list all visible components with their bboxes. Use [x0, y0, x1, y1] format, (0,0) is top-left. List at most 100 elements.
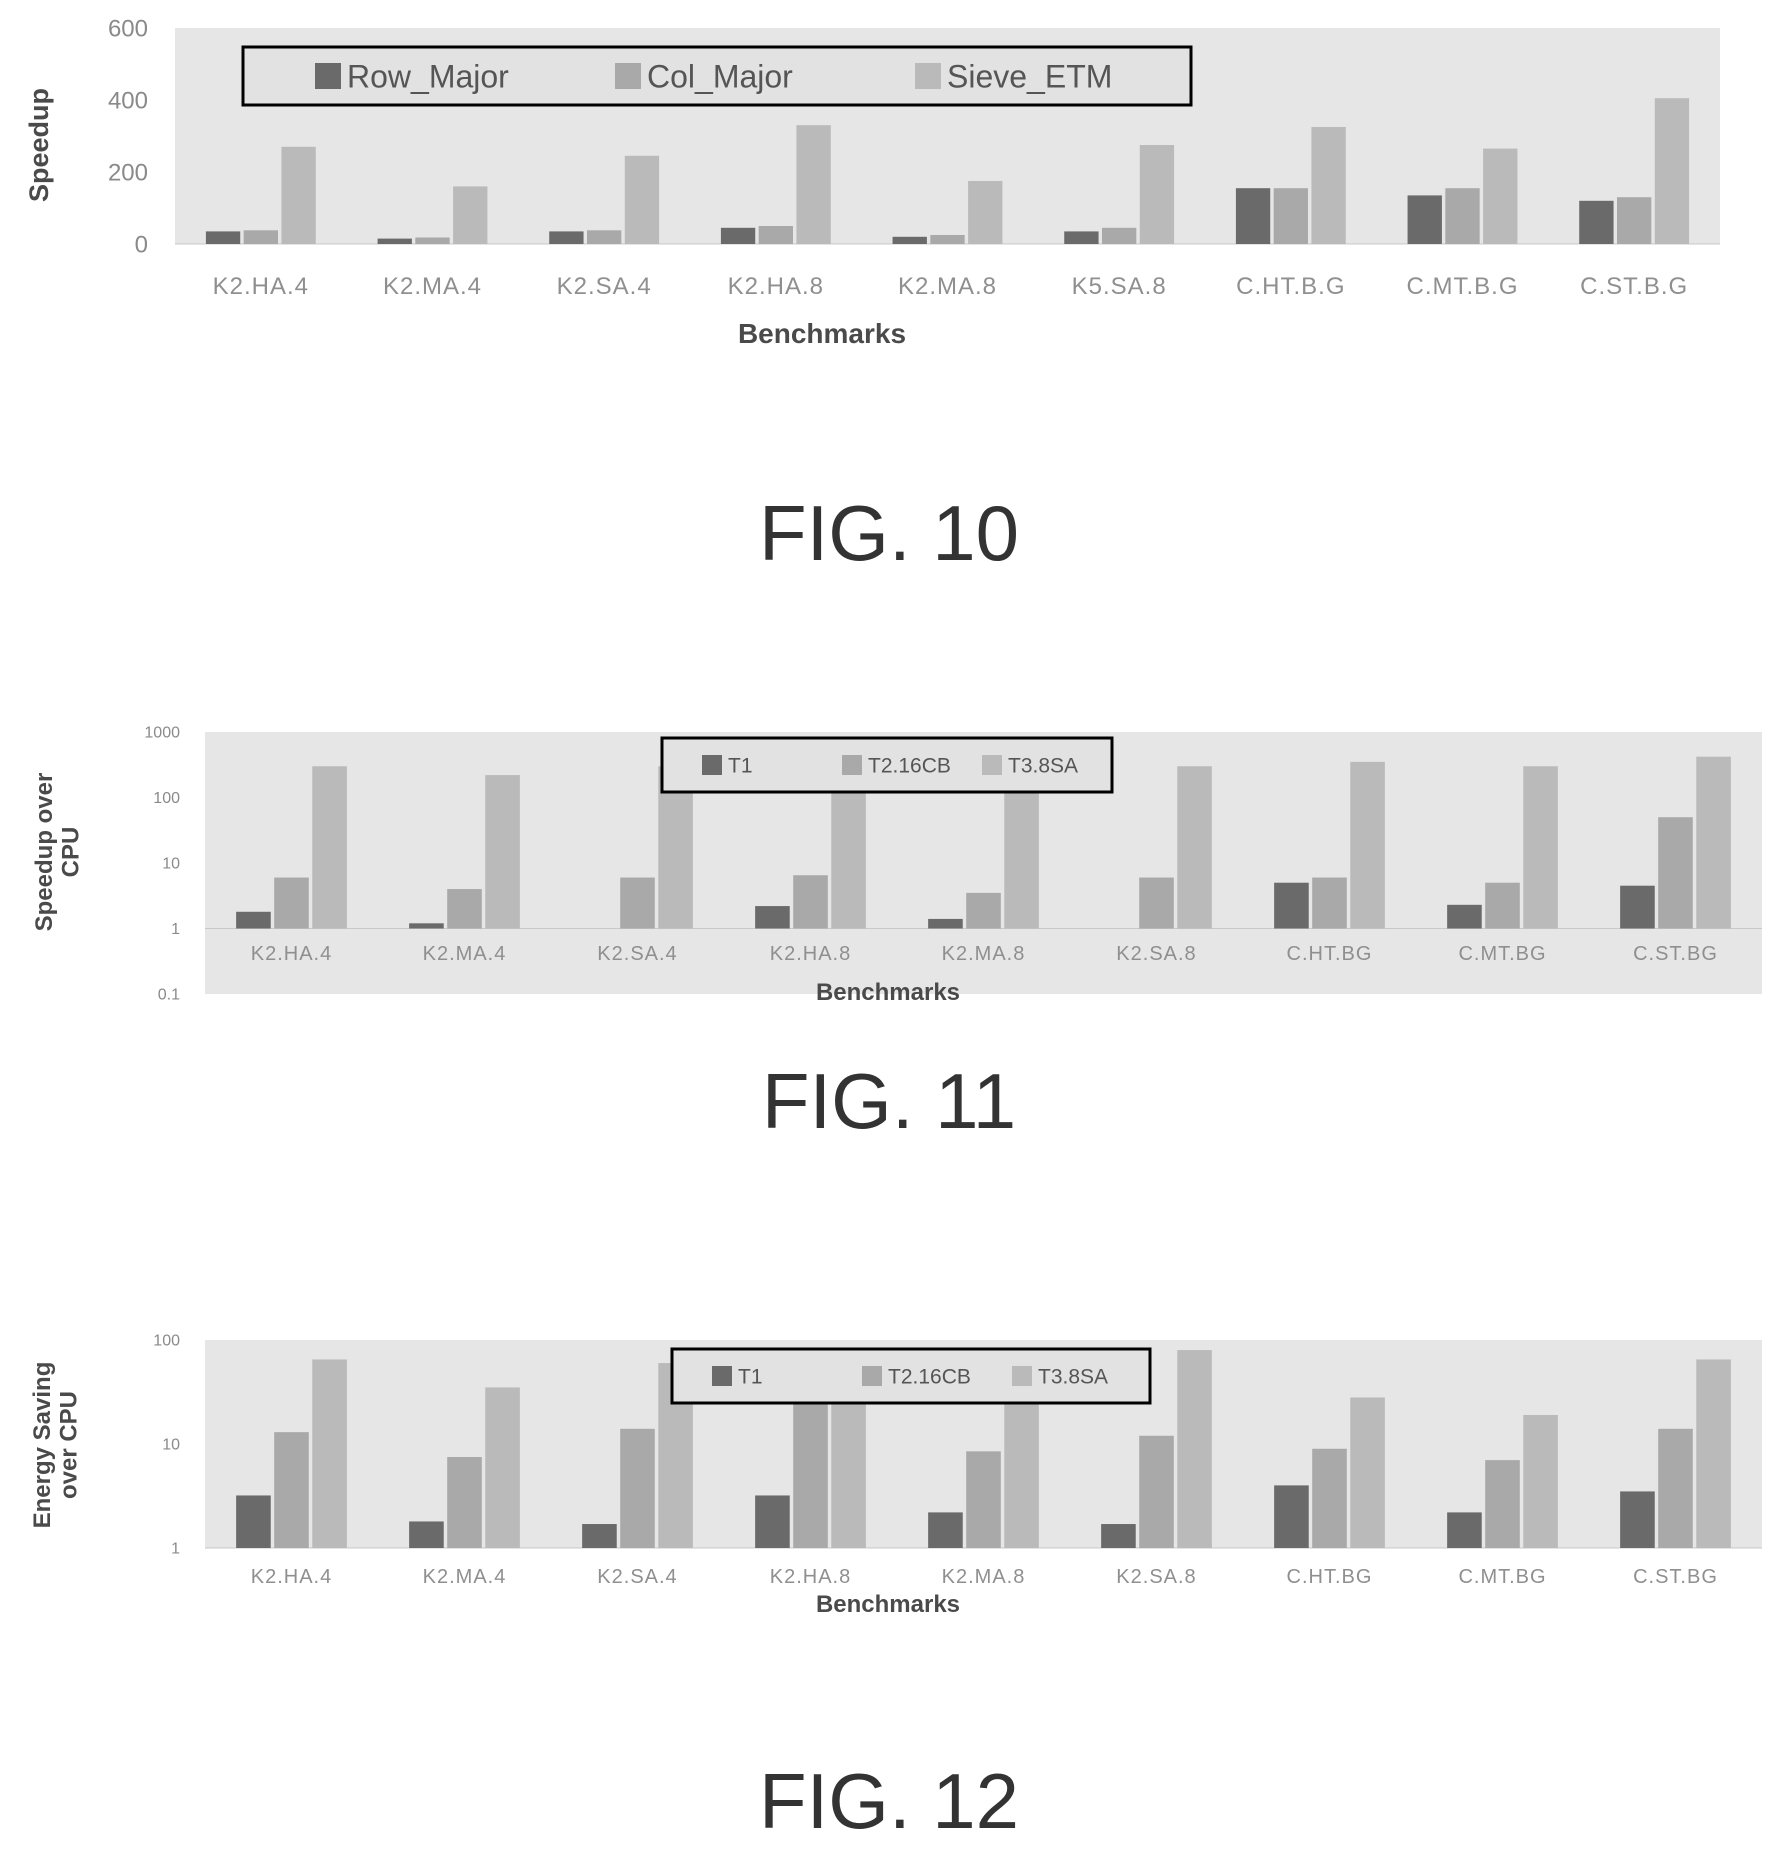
x-tick-label: K2.MA.8: [898, 273, 997, 300]
bar-row-major: [205, 231, 241, 244]
x-tick-label: K2.SA.8: [1116, 943, 1196, 965]
x-tick-label: C.MT.BG: [1458, 1566, 1546, 1588]
bar-t3-8sa: [831, 1381, 866, 1548]
bar-col-major: [243, 230, 278, 244]
bar-col-major: [587, 230, 622, 244]
x-tick-label: C.ST.BG: [1633, 1566, 1718, 1588]
y-axis-title: Energy Savingover CPU: [29, 1362, 82, 1529]
bar-t1: [755, 906, 790, 929]
y-tick-label: 1000: [144, 725, 180, 742]
legend: Row_Major Col_Major Sieve_ETM: [241, 45, 1193, 107]
bar-t1: [582, 1524, 617, 1548]
legend-swatch: [982, 755, 1002, 775]
bar-t3-8sa: [1004, 1376, 1039, 1548]
x-tick-label: K2.HA.8: [770, 1566, 851, 1588]
bar-sieve-etm: [1139, 145, 1175, 244]
y-tick-label: 200: [108, 159, 148, 186]
bar-t3-8sa: [1350, 761, 1385, 929]
x-tick-label: C.ST.BG: [1633, 943, 1718, 965]
y-tick-label: 400: [108, 87, 148, 114]
legend-label: T3.8SA: [1038, 1366, 1108, 1389]
x-tick-label: C.ST.B.G: [1580, 273, 1688, 300]
legend-label: T2.16CB: [888, 1366, 971, 1389]
x-tick-label: K5.SA.8: [1072, 273, 1167, 300]
y-tick-label: 1: [171, 1541, 180, 1558]
chart-12: 1 10 100 K2.HA.4 K2.MA.4 K2.SA.4 K2.HA.8 K2.MA.…: [29, 1333, 1762, 1618]
chart-11: 0.1 1 10 100 1000 K2.HA.4 K2.MA.4 K2.SA.4 K2.HA.…: [31, 725, 1762, 1006]
bar-t1: [1274, 882, 1309, 929]
bar-sieve-etm: [1654, 98, 1690, 244]
bar-sieve-etm: [1483, 148, 1518, 244]
bar-t2-16cb: [1485, 882, 1520, 929]
bar-t1: [1447, 904, 1482, 929]
x-tick-label: K2.SA.4: [597, 1566, 677, 1588]
x-tick-label: K2.HA.8: [770, 943, 851, 965]
y-tick-label: 100: [153, 1333, 180, 1350]
bar-t2-16cb: [447, 889, 482, 929]
bar-t3-8sa: [1523, 1415, 1558, 1548]
x-tick-label: C.HT.B.G: [1236, 273, 1345, 300]
x-tick-label: K2.MA.8: [942, 943, 1026, 965]
bar-sieve-etm: [624, 155, 660, 244]
bar-t3-8sa: [1177, 1350, 1212, 1548]
bar-t2-16cb: [274, 877, 309, 929]
bar-t3-8sa: [1177, 766, 1212, 929]
y-tick-label: 0.1: [158, 987, 180, 1004]
legend-label: T3.8SA: [1008, 755, 1078, 778]
bar-row-major: [549, 231, 584, 244]
bar-t2-16cb: [1312, 1448, 1347, 1548]
x-tick-label: C.HT.BG: [1287, 943, 1373, 965]
x-tick-label: K2.SA.8: [1116, 1566, 1196, 1588]
bar-t2-16cb: [793, 875, 828, 929]
legend-label: T2.16CB: [868, 755, 951, 778]
legend-label: T1: [738, 1366, 763, 1389]
bar-row-major: [892, 236, 927, 244]
legend-swatch: [915, 63, 941, 89]
legend-swatch: [702, 755, 722, 775]
bar-t2-16cb: [1139, 877, 1174, 929]
bar-t3-8sa: [1696, 1359, 1731, 1548]
bar-row-major: [1235, 188, 1271, 244]
bar-t1: [1620, 1491, 1655, 1548]
bar-t1: [236, 911, 271, 929]
x-tick-label: K2.SA.4: [597, 943, 677, 965]
bar-t1: [1101, 1524, 1136, 1548]
legend: T1 T2.16CB T3.8SA: [660, 736, 1114, 794]
bar-t1: [928, 1512, 963, 1548]
bar-t1: [236, 1495, 271, 1548]
x-tick-label: K2.HA.4: [251, 1566, 332, 1588]
bar-t1: [409, 923, 444, 929]
bar-sieve-etm: [453, 186, 488, 244]
x-axis-title: Benchmarks: [816, 1591, 960, 1618]
legend-label: T1: [728, 755, 753, 778]
legend-swatch: [615, 63, 641, 89]
y-tick-label: 10: [162, 1437, 180, 1454]
bar-t1: [755, 1495, 790, 1548]
y-tick-label: 600: [108, 15, 148, 42]
bar-t2-16cb: [1485, 1460, 1520, 1548]
bar-t1: [409, 1521, 444, 1548]
legend-box: [241, 45, 1193, 107]
bar-t3-8sa: [1523, 766, 1558, 929]
legend-label: Col_Major: [647, 59, 793, 95]
bar-sieve-etm: [968, 181, 1003, 244]
chart-10: 0 200 400 600 K2.HA.4 K2.MA.4 K2.SA.4 K2.HA.8 K2…: [24, 15, 1720, 349]
x-axis-title: Benchmarks: [738, 318, 906, 349]
bar-t3-8sa: [485, 1387, 520, 1548]
bar-col-major: [1102, 227, 1137, 244]
bar-t2-16cb: [620, 877, 655, 929]
bar-t3-8sa: [1350, 1397, 1385, 1548]
bar-sieve-etm: [281, 146, 316, 244]
legend-box: [660, 736, 1114, 794]
bar-t2-16cb: [966, 892, 1001, 929]
y-tick-label: 0: [135, 231, 148, 258]
bar-col-major: [415, 237, 450, 244]
x-tick-label: K2.SA.4: [557, 273, 652, 300]
bar-col-major: [1445, 188, 1480, 244]
figure-label: FIG. 10: [759, 489, 1019, 577]
legend-swatch: [1012, 1366, 1032, 1386]
x-tick-label: K2.HA.8: [728, 273, 824, 300]
bar-row-major: [720, 227, 756, 244]
bar-t1: [928, 918, 963, 929]
legend-label: Row_Major: [347, 59, 509, 95]
